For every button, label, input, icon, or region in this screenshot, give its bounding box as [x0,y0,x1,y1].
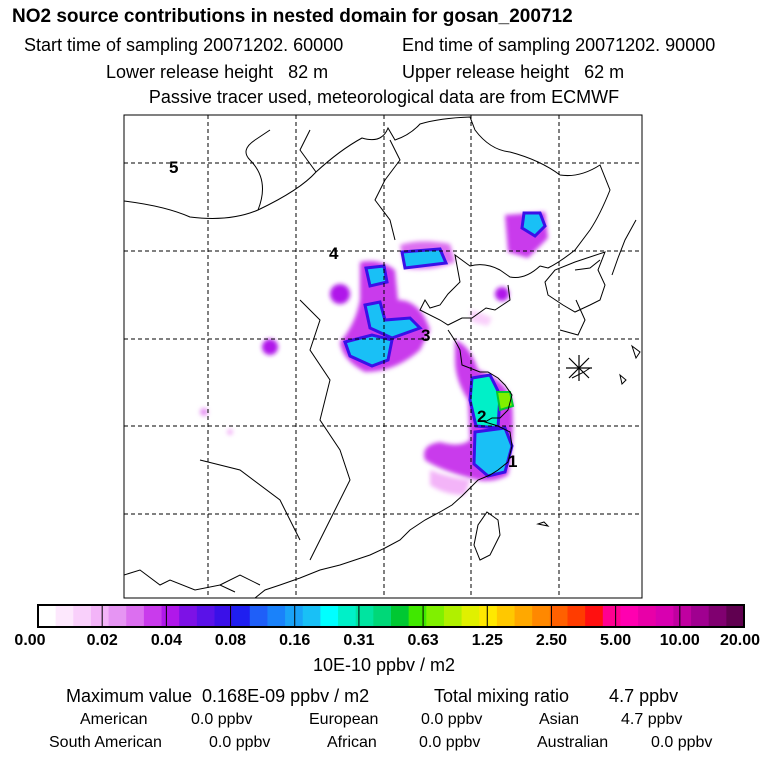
colorbar-tick-label: 20.00 [720,632,760,649]
colorbar-swatch [585,605,604,627]
colorbar-swatch [496,605,516,627]
colorbar-swatch [302,605,321,627]
colorbar-swatch [426,605,445,627]
australian-value: 0.0 ppbv [651,734,713,751]
region-label-5: 5 [169,158,178,177]
colorbar-swatch [708,605,727,627]
colorbar-swatch [90,605,110,627]
colorbar-swatch [179,605,198,627]
colorbar-swatch [602,605,621,627]
colorbar-tick-label: 0.00 [14,632,45,649]
european-value: 0.0 ppbv [421,711,483,728]
colorbar-tick-labels: 0.00 0.02 0.04 0.08 0.16 0.31 0.63 1.25 … [14,632,760,649]
asian-label: Asian [539,711,580,728]
colorbar-tick-label: 10.00 [660,632,700,649]
colorbar-swatch [338,605,357,627]
colorbar-swatch [73,605,92,627]
african-label: African [327,734,377,751]
colorbar-swatch [196,605,215,627]
colorbar-swatch [249,605,268,627]
south-american-value: 0.0 ppbv [209,734,271,751]
colorbar-tick-label: 5.00 [600,632,631,649]
tracer-note: Passive tracer used, meteorological data… [148,87,620,107]
colorbar-frame [37,604,745,628]
american-value: 0.0 ppbv [191,711,253,728]
colorbar-tick-label: 0.31 [343,632,374,649]
colorbar-tick-label: 0.08 [215,632,246,649]
grid [124,115,642,598]
region-label-2: 2 [477,407,486,426]
colorbar-swatch [514,605,533,627]
total-mixing-ratio: Total mixing ratio 4.7 ppbv [434,686,679,706]
plume-cores [343,211,547,478]
colorbar-swatch [726,605,745,627]
australian-label: Australian [537,734,609,751]
colorbar-swatch [461,605,480,627]
colorbar-swatch [143,605,163,627]
colorbar-swatch [55,605,74,627]
colorbar-swatch [549,605,568,627]
colorbar-swatch [267,605,286,627]
start-time: Start time of sampling 20071202. 60000 [24,35,344,55]
colorbar-swatch [285,605,304,627]
max-value: Maximum value 0.168E-09 ppbv / m2 [66,686,370,706]
chart-title: NO2 source contributions in nested domai… [12,6,573,27]
colorbar-swatch [391,605,410,627]
colorbar-swatch [638,605,657,627]
region-label-1: 1 [508,452,517,471]
region-label-4: 4 [329,244,339,263]
colorbar-swatch [408,605,427,627]
colorbar-swatch [232,605,251,627]
european-label: European [309,711,379,728]
plume-layer [200,211,548,495]
colorbar-tick-label: 0.02 [87,632,118,649]
colorbar-tick-label: 0.63 [408,632,439,649]
colorbar-swatch [355,605,374,627]
colorbar-swatch [567,605,586,627]
colorbar-unit: 10E-10 ppbv / m2 [312,655,456,675]
asian-value: 4.7 ppbv [621,711,683,728]
american-label: American [80,711,148,728]
colorbar-swatch [479,605,498,627]
colorbar-swatch [320,605,339,627]
colorbar-tick-label: 2.50 [536,632,567,649]
colorbar-tick-label: 1.25 [472,632,503,649]
colorbar-tick-label: 0.16 [279,632,310,649]
colorbar-swatch [655,605,674,627]
colorbar [37,604,745,628]
colorbar-swatch [126,605,145,627]
colorbar-swatch [532,605,551,627]
colorbar-swatch [373,605,392,627]
colorbar-swatch [161,605,180,627]
african-value: 0.0 ppbv [419,734,481,751]
map-frame [123,114,643,599]
colorbar-swatch [620,605,639,627]
upper-release-height: Upper release height 62 m [402,62,625,82]
end-time: End time of sampling 20071202. 90000 [402,35,716,55]
lower-release-height: Lower release height 82 m [106,62,329,82]
colorbar-swatch [214,605,233,627]
south-american-label: South American [49,734,162,751]
colorbar-tick-label: 0.04 [151,632,182,649]
region-label-3: 3 [421,326,430,345]
receptor-star-icon [566,355,592,381]
colorbar-swatch [38,605,57,627]
colorbar-swatch [443,605,463,627]
coastlines [124,116,641,598]
colorbar-swatch [691,605,710,627]
colorbar-swatch [673,605,692,627]
colorbar-swatch [108,605,127,627]
